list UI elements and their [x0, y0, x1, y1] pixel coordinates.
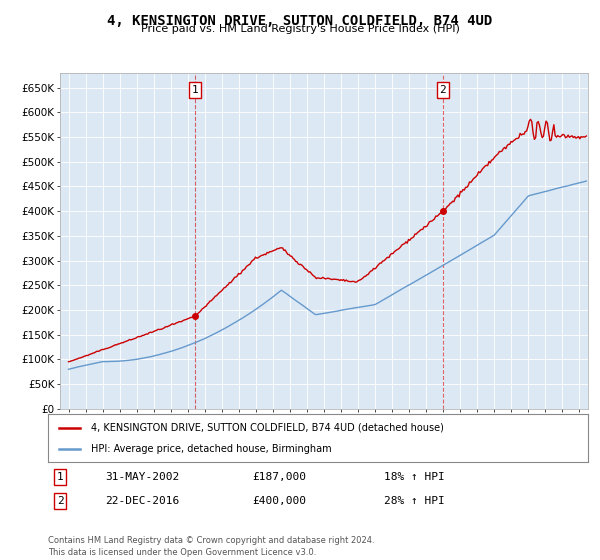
- Text: £400,000: £400,000: [252, 496, 306, 506]
- Text: Contains HM Land Registry data © Crown copyright and database right 2024.
This d: Contains HM Land Registry data © Crown c…: [48, 536, 374, 557]
- Text: 28% ↑ HPI: 28% ↑ HPI: [384, 496, 445, 506]
- Text: 31-MAY-2002: 31-MAY-2002: [105, 472, 179, 482]
- Text: £187,000: £187,000: [252, 472, 306, 482]
- Text: 4, KENSINGTON DRIVE, SUTTON COLDFIELD, B74 4UD: 4, KENSINGTON DRIVE, SUTTON COLDFIELD, B…: [107, 14, 493, 28]
- Text: 1: 1: [191, 85, 198, 95]
- Text: HPI: Average price, detached house, Birmingham: HPI: Average price, detached house, Birm…: [91, 444, 332, 454]
- Text: 4, KENSINGTON DRIVE, SUTTON COLDFIELD, B74 4UD (detached house): 4, KENSINGTON DRIVE, SUTTON COLDFIELD, B…: [91, 423, 444, 433]
- Text: 22-DEC-2016: 22-DEC-2016: [105, 496, 179, 506]
- Text: 2: 2: [440, 85, 446, 95]
- Text: Price paid vs. HM Land Registry's House Price Index (HPI): Price paid vs. HM Land Registry's House …: [140, 24, 460, 34]
- Text: 2: 2: [56, 496, 64, 506]
- Text: 1: 1: [56, 472, 64, 482]
- Text: 18% ↑ HPI: 18% ↑ HPI: [384, 472, 445, 482]
